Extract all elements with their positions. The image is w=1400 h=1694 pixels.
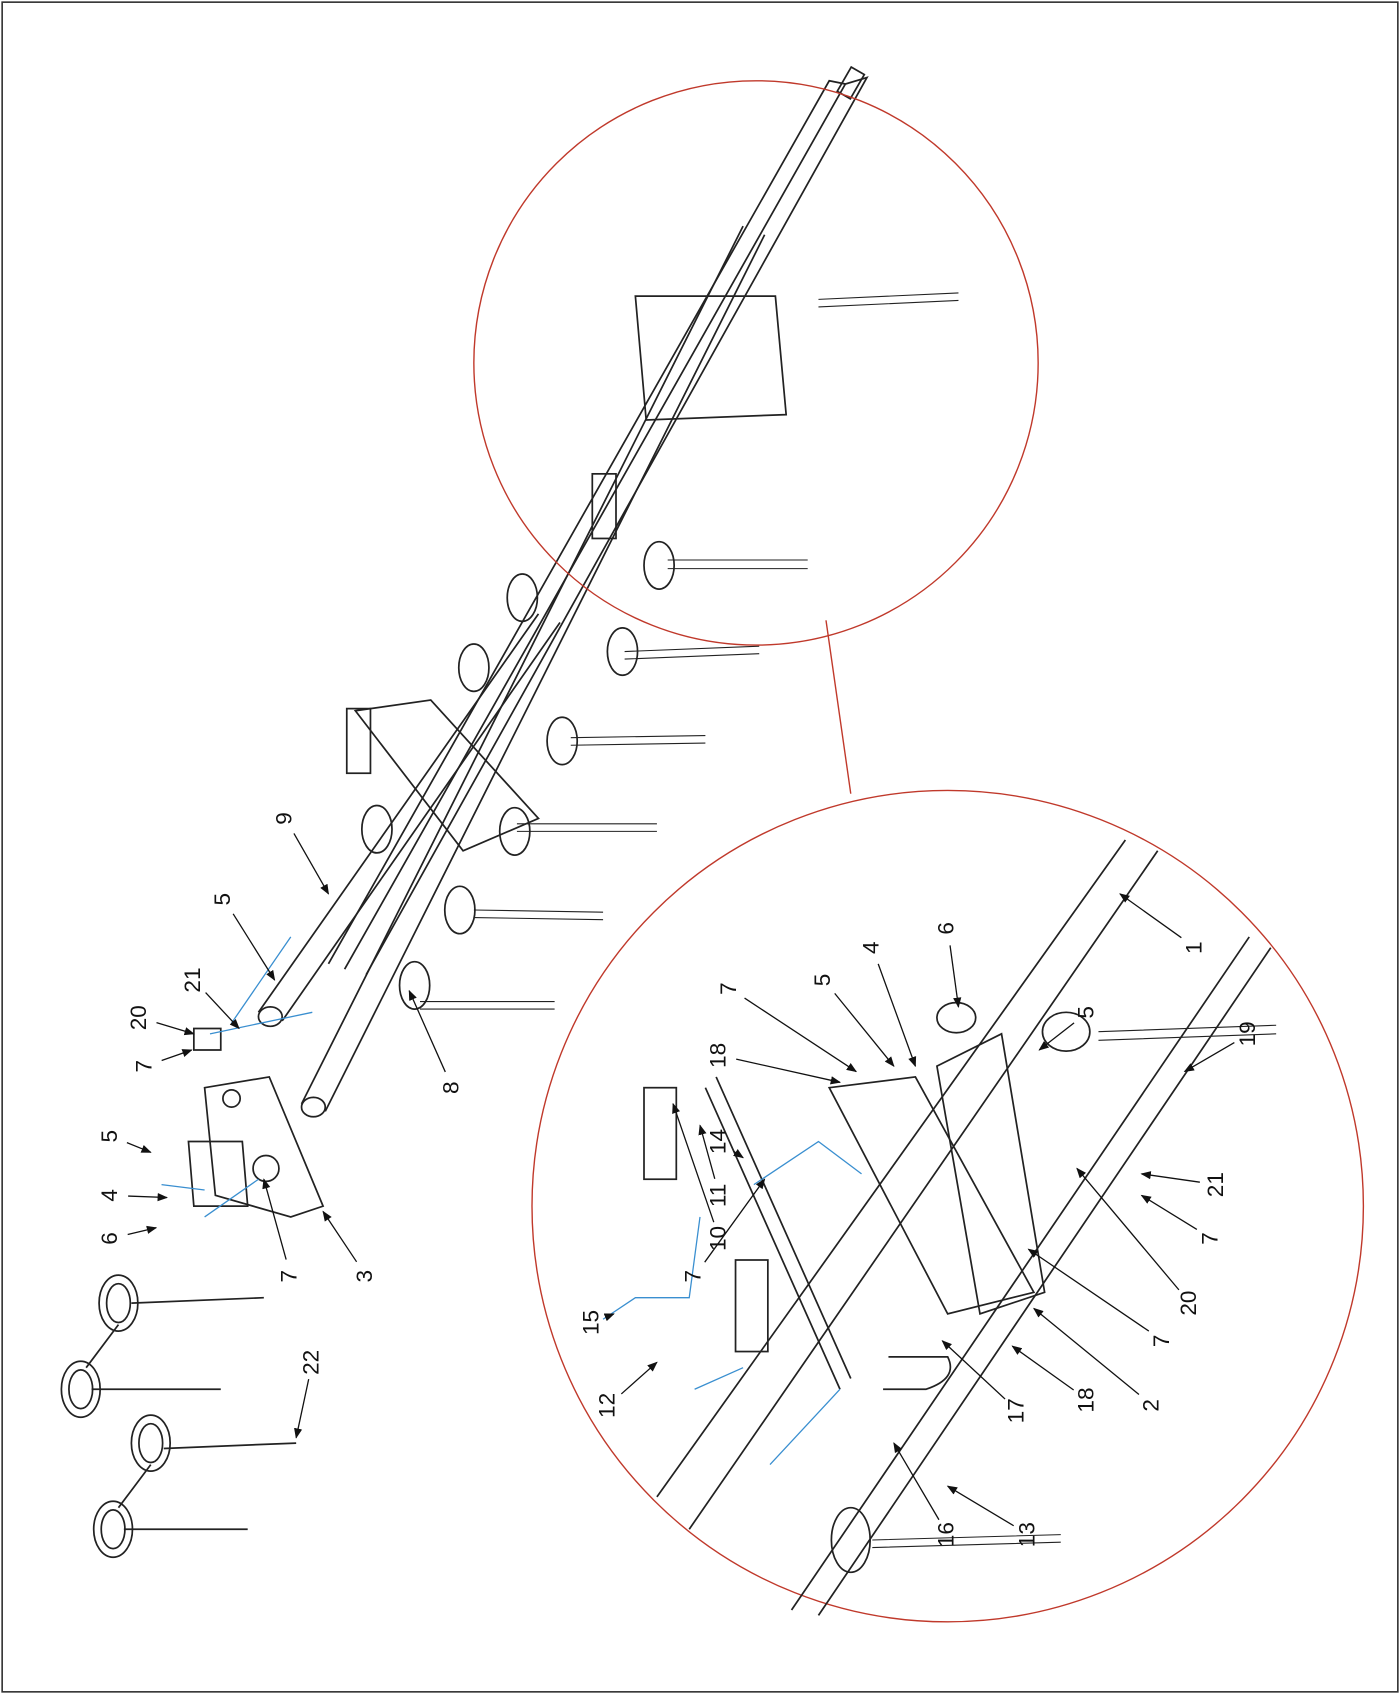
part-number: 20 — [126, 1005, 151, 1030]
leader-arrow — [126, 1142, 152, 1153]
leader-arrow — [698, 1124, 716, 1179]
part-number: 3 — [352, 1270, 377, 1283]
leader-arrow — [1038, 1022, 1075, 1051]
part-number: 17 — [1004, 1398, 1029, 1423]
leader-arrow — [834, 992, 895, 1067]
leader-arrow — [1140, 1194, 1198, 1230]
assembly-drawing — [60, 65, 959, 1559]
leader-arrow — [128, 1193, 168, 1202]
part-number: 16 — [934, 1522, 959, 1547]
part-number: 21 — [1203, 1172, 1228, 1197]
part-number: 6 — [97, 1232, 122, 1245]
part-number: 1 — [1181, 941, 1206, 954]
leader-arrow — [262, 1178, 287, 1260]
part-number: 19 — [1235, 1021, 1260, 1046]
part-number: 20 — [1176, 1290, 1201, 1315]
part-number: 13 — [1014, 1522, 1039, 1547]
part-number: 7 — [681, 1270, 706, 1283]
leader-arrow — [704, 1178, 766, 1263]
part-number: 15 — [578, 1310, 603, 1335]
part-number: 18 — [705, 1043, 730, 1068]
leader-arrow — [733, 1149, 744, 1159]
detail-callout — [473, 80, 1365, 1623]
leader-arrow — [949, 945, 962, 1008]
leader-arrow — [1183, 1041, 1235, 1073]
part-number: 5 — [97, 1130, 122, 1143]
part-number: 7 — [1198, 1232, 1223, 1245]
leader-arrow — [322, 1210, 358, 1263]
part-number: 22 — [298, 1350, 323, 1375]
leader-arrow — [408, 989, 446, 1073]
leader-arrow — [1140, 1171, 1200, 1183]
leader-arrow — [946, 1485, 1015, 1527]
part-number: 14 — [705, 1129, 730, 1154]
part-number: 2 — [1138, 1399, 1163, 1412]
leader-arrow — [744, 997, 858, 1073]
part-number: 9 — [271, 812, 296, 825]
part-number: 8 — [438, 1081, 463, 1094]
part-number: 5 — [1074, 1006, 1099, 1019]
leader-arrow — [1119, 893, 1182, 939]
leader-arrow — [127, 1225, 158, 1236]
leader-arrow — [161, 1049, 193, 1062]
leader-arrow — [205, 992, 240, 1030]
part-number: 7 — [1149, 1334, 1174, 1347]
part-number: 4 — [97, 1189, 122, 1202]
part-number: 7 — [716, 982, 741, 995]
leader-arrow — [672, 1102, 715, 1223]
leader-arrow — [293, 833, 330, 895]
part-number: 5 — [810, 974, 835, 987]
leader-arrow — [1011, 1345, 1075, 1391]
part-number: 21 — [180, 967, 205, 992]
leader-arrow — [736, 1058, 842, 1085]
leader-arrow — [941, 1340, 1006, 1400]
leader-arrow — [1033, 1307, 1140, 1395]
leader-arrow — [893, 1442, 940, 1521]
leader-arrow — [877, 963, 917, 1068]
part-number: 10 — [705, 1226, 730, 1251]
part-number: 6 — [934, 922, 959, 935]
leader-arrow — [603, 1313, 615, 1322]
leader-arrow — [156, 1022, 195, 1036]
leader-arrow — [294, 1379, 310, 1439]
leader-arrow — [232, 913, 276, 981]
part-number: 4 — [858, 941, 883, 954]
part-number: 7 — [131, 1060, 156, 1073]
part-number: 12 — [594, 1393, 619, 1418]
part-number: 11 — [705, 1184, 730, 1207]
part-number: 7 — [277, 1270, 302, 1283]
leader-arrow — [620, 1361, 658, 1395]
leader-arrow — [1027, 1248, 1150, 1332]
part-number: 5 — [210, 893, 235, 906]
leader-arrow — [1076, 1167, 1180, 1291]
part-number: 18 — [1074, 1387, 1099, 1412]
